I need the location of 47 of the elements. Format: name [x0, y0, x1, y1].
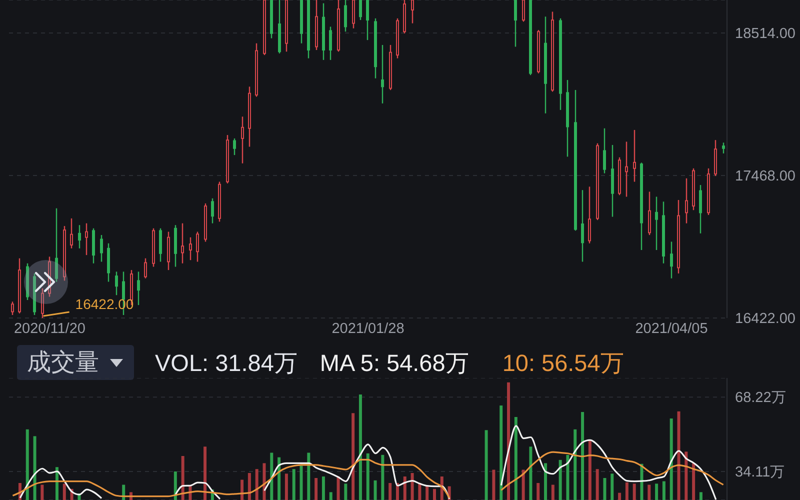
- candlestick: [115, 271, 118, 296]
- candlestick: [11, 301, 14, 316]
- text: VOL: 31.84万: [155, 348, 298, 376]
- x-tick-label: 2020/11/20: [14, 321, 86, 337]
- candlestick: [181, 222, 184, 264]
- candlestick: [211, 198, 214, 224]
- candlestick: [625, 141, 628, 198]
- candlestick: [722, 142, 725, 154]
- candlestick: [699, 184, 702, 234]
- candlestick: [648, 191, 651, 236]
- candlestick: [85, 222, 88, 256]
- candlestick: [581, 189, 584, 262]
- candlestick: [685, 178, 688, 224]
- selector-button: 成交量: [17, 345, 134, 380]
- y-tick-label: 16422.00: [735, 311, 796, 327]
- candlestick: [366, 0, 369, 41]
- candlestick: [344, 0, 347, 32]
- candlestick: [196, 231, 199, 262]
- candlestick: [381, 44, 384, 104]
- candlestick: [78, 224, 81, 249]
- candlestick: [41, 288, 44, 318]
- candlestick: [588, 186, 591, 244]
- candlestick: [603, 128, 606, 174]
- chart-title: 成交量: [27, 348, 99, 376]
- candlestick: [100, 234, 103, 262]
- candlestick: [670, 241, 673, 279]
- y-tick-label: 68.22万: [735, 390, 786, 406]
- y-tick-label: 17468.00: [735, 168, 796, 184]
- candlestick: [159, 228, 162, 262]
- candlestick: [633, 129, 636, 182]
- candlestick: [359, 0, 362, 21]
- candlestick: [329, 26, 332, 61]
- text: 10: 56.54万: [502, 348, 624, 376]
- candlestick: [514, 0, 517, 48]
- candlestick: [144, 258, 147, 279]
- candlestick: [70, 218, 73, 249]
- candlestick: [189, 236, 192, 261]
- candlestick: [137, 271, 140, 306]
- text: MA 5: 54.68万: [320, 348, 470, 376]
- candlestick: [655, 196, 658, 251]
- candlestick: [241, 116, 244, 164]
- candlestick: [55, 208, 58, 282]
- x-tick-label: 2021/01/28: [332, 321, 404, 337]
- candlestick: [233, 138, 236, 156]
- y-tick-label: 18514.00: [735, 26, 796, 42]
- y-tick-label: 34.11万: [735, 464, 786, 480]
- x-tick-label: 2021/04/05: [635, 321, 708, 337]
